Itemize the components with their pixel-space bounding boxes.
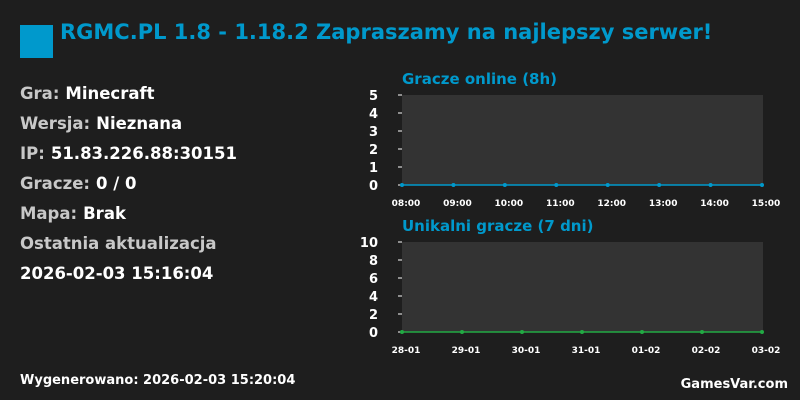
data-point xyxy=(554,183,559,187)
y-tick-label: 10 xyxy=(360,236,378,251)
x-tick-label: 02-02 xyxy=(692,346,721,356)
info-label: IP: xyxy=(20,144,45,163)
x-tick-label: 08:00 xyxy=(392,199,421,209)
y-tick-label: 2 xyxy=(369,308,378,323)
data-point xyxy=(708,183,713,187)
info-value: Nieznana xyxy=(96,114,183,133)
info-row: 2026-02-03 15:16:04 xyxy=(20,264,213,283)
y-tick-label: 3 xyxy=(369,125,378,140)
x-tick-label: 11:00 xyxy=(546,199,575,209)
data-point xyxy=(502,183,507,187)
info-label: Gracze: xyxy=(20,174,90,193)
info-label: Wersja: xyxy=(20,114,91,133)
plot-area xyxy=(402,95,763,185)
chart-title-unique: Unikalni gracze (7 dni) xyxy=(402,217,594,235)
info-row: Wersja: Nieznana xyxy=(20,114,182,133)
info-row: IP: 51.83.226.88:30151 xyxy=(20,144,237,163)
x-tick-label: 03-02 xyxy=(752,346,781,356)
data-point xyxy=(451,183,456,187)
info-row: Gracze: 0 / 0 xyxy=(20,174,136,193)
y-tick-label: 0 xyxy=(369,326,378,341)
y-tick-label: 6 xyxy=(369,272,378,287)
x-tick-label: 31-01 xyxy=(572,346,601,356)
data-point xyxy=(760,183,764,187)
plot-area xyxy=(402,242,763,332)
y-tick-label: 5 xyxy=(369,89,378,104)
data-point xyxy=(640,330,644,334)
chart-title-online: Gracze online (8h) xyxy=(402,70,558,88)
y-tick-label: 8 xyxy=(369,254,378,269)
info-value: Brak xyxy=(83,204,126,223)
y-tick-label: 1 xyxy=(369,161,378,176)
x-tick-label: 01-02 xyxy=(632,346,661,356)
x-tick-label: 14:00 xyxy=(700,199,729,209)
y-tick-label: 0 xyxy=(369,179,378,194)
data-point xyxy=(657,183,662,187)
data-point xyxy=(605,183,610,187)
y-tick-label: 4 xyxy=(369,107,378,122)
y-tick-label: 4 xyxy=(369,290,378,305)
x-tick-label: 30-01 xyxy=(512,346,541,356)
x-tick-label: 28-01 xyxy=(392,346,421,356)
info-label: Ostatnia aktualizacja xyxy=(20,234,217,253)
info-value: 0 / 0 xyxy=(96,174,137,193)
info-label: Mapa: xyxy=(20,204,78,223)
x-tick-label: 09:00 xyxy=(443,199,472,209)
info-row: Gra: Minecraft xyxy=(20,84,155,103)
info-row: Mapa: Brak xyxy=(20,204,126,223)
info-value: 51.83.226.88:30151 xyxy=(50,144,237,163)
info-value: Minecraft xyxy=(65,84,155,103)
x-tick-label: 29-01 xyxy=(452,346,481,356)
data-point xyxy=(760,330,764,334)
generated-timestamp: Wygenerowano: 2026-02-03 15:20:04 xyxy=(20,373,296,388)
data-point xyxy=(520,330,524,334)
data-point xyxy=(400,330,404,334)
y-tick-label: 2 xyxy=(369,143,378,158)
x-tick-label: 13:00 xyxy=(649,199,678,209)
data-point xyxy=(400,183,404,187)
info-label: Gra: xyxy=(20,84,60,103)
x-tick-label: 10:00 xyxy=(495,199,524,209)
info-row: Ostatnia aktualizacja xyxy=(20,234,217,253)
data-point xyxy=(700,330,704,334)
brand-link[interactable]: GamesVar.com xyxy=(680,377,788,392)
data-point xyxy=(460,330,464,334)
x-tick-label: 12:00 xyxy=(597,199,626,209)
x-tick-label: 15:00 xyxy=(752,199,781,209)
page-title: RGMC.PL 1.8 - 1.18.2 Zapraszamy na najle… xyxy=(60,20,713,44)
data-point xyxy=(580,330,584,334)
info-value: 2026-02-03 15:16:04 xyxy=(20,264,214,283)
logo-square xyxy=(20,25,53,58)
